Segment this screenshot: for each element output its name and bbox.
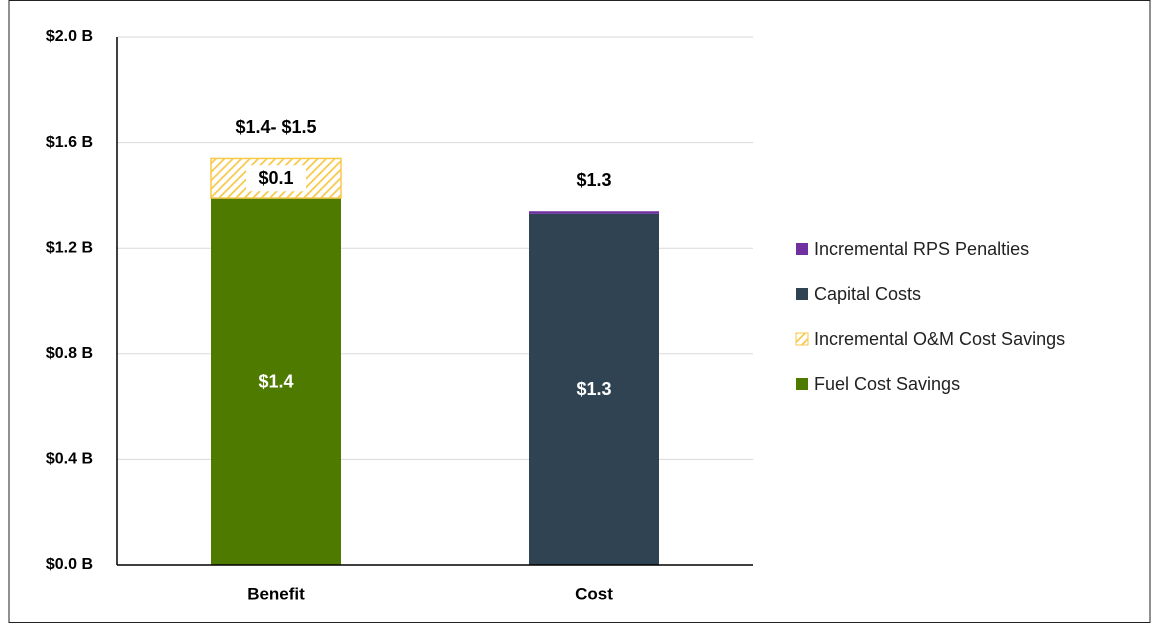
y-tick-label: $0.8 B [46,345,93,362]
total-label: $1.4- $1.5 [235,117,316,137]
data-label: $0.1 [258,168,293,188]
legend-label: Incremental O&M Cost Savings [814,329,1065,349]
legend-swatch [796,378,808,390]
y-tick-label: $2.0 B [46,28,93,45]
y-tick-label: $0.4 B [46,451,93,468]
x-tick-label: Cost [575,584,613,603]
legend-label: Incremental RPS Penalties [814,239,1029,259]
legend-label: Fuel Cost Savings [814,374,960,394]
bar-segment [529,211,659,214]
total-label: $1.3 [576,170,611,190]
bar-segment [211,198,341,566]
data-label: $1.3 [576,379,611,399]
y-tick-label: $1.6 B [46,134,93,151]
y-tick-label: $0.0 B [46,556,93,573]
legend-swatch [796,288,808,300]
legend-swatch [796,243,808,255]
legend-swatch [795,332,809,346]
x-tick-label: Benefit [247,584,305,603]
legend-label: Capital Costs [814,284,921,304]
bar-segment [529,213,659,565]
data-label: $1.4 [258,371,293,391]
y-tick-label: $1.2 B [46,239,93,256]
label-box [246,165,306,192]
